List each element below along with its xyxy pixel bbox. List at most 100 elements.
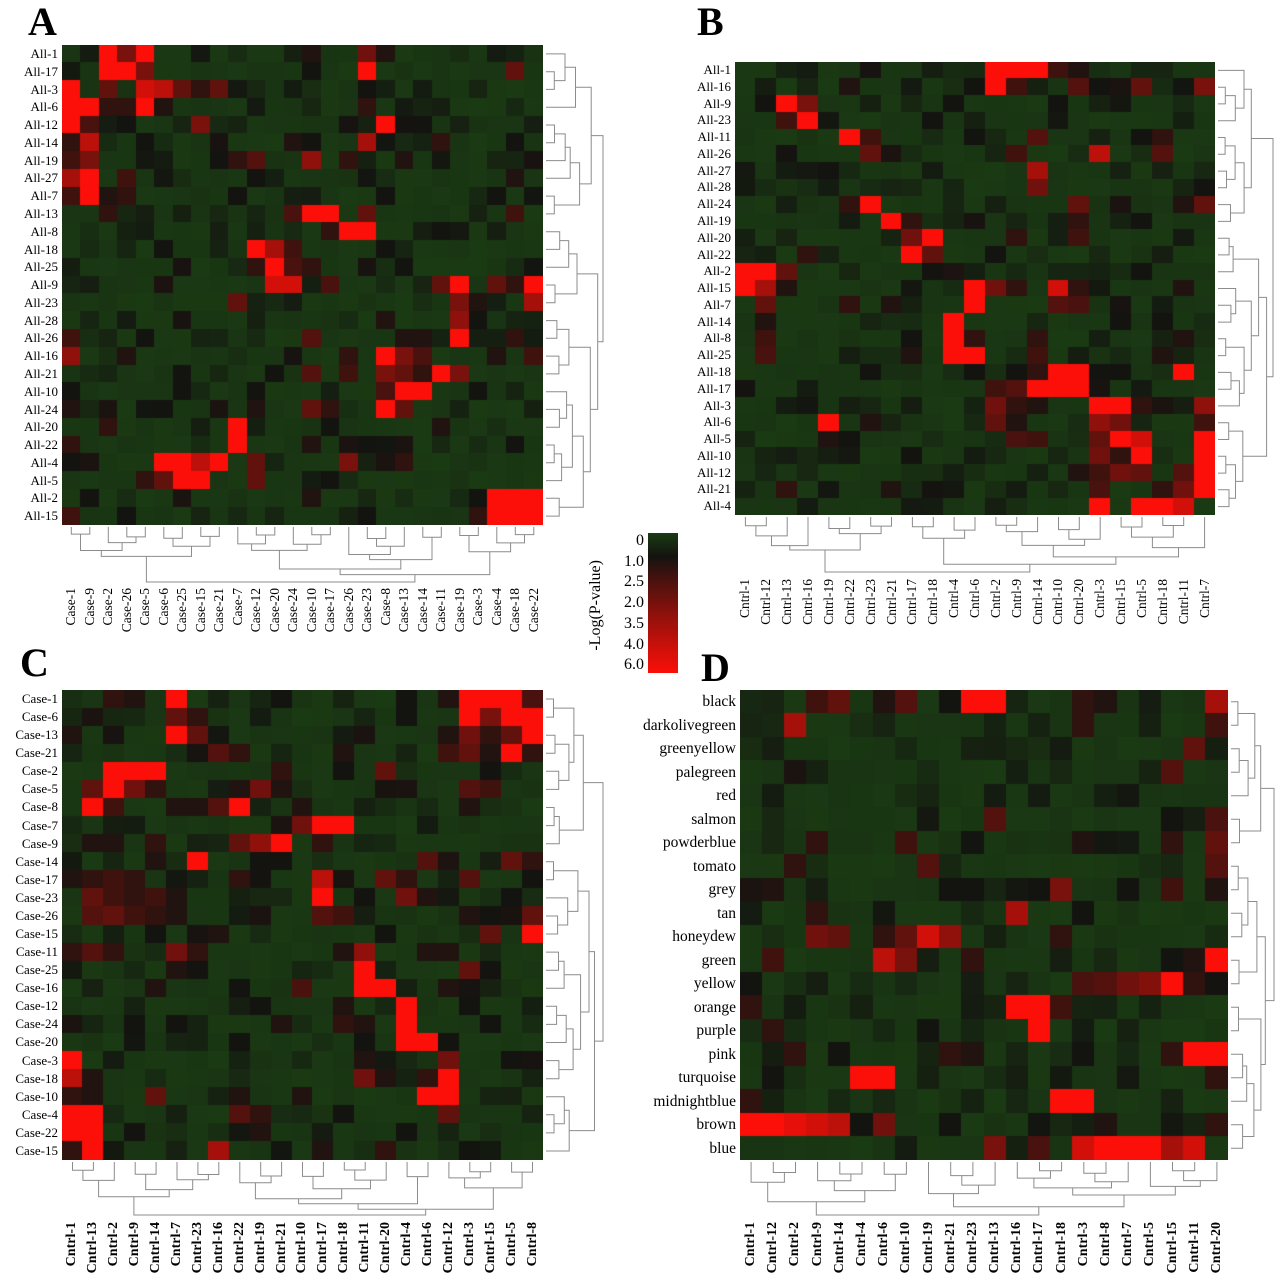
row-label: All-24 [24,401,58,417]
row-label: yellow [693,975,736,992]
col-label-text: Cntrl-10 [294,1222,310,1274]
row-label: All-10 [24,383,58,399]
col-label: Cntrl-18 [1051,1222,1073,1280]
col-label-text: Cntrl-4 [853,1222,869,1267]
row-label: All-10 [697,447,731,463]
row-label: All-26 [697,145,731,161]
row-label: All-22 [697,246,731,262]
row-label: Case-6 [21,709,58,725]
col-label: Cntrl-4 [851,1222,873,1280]
col-label-text: Cntrl-18 [1053,1222,1069,1274]
col-label: Cntrl-6 [965,579,986,663]
col-label-text: Cntrl-21 [273,1222,289,1274]
col-label: Cntrl-7 [167,1222,188,1280]
col-label: Cntrl-14 [146,1222,167,1280]
col-label-text: Cntrl-20 [378,1222,394,1274]
row-label: All-19 [24,152,58,168]
row-label: All-27 [24,170,58,186]
col-label-text: Cntrl-22 [231,1222,247,1274]
col-label-text: Cntrl-8 [1097,1222,1113,1267]
col-label: Cntrl-17 [313,1222,334,1280]
row-label: All-14 [697,313,731,329]
col-label: Case-23 [358,588,377,662]
col-label-text: Cntrl-10 [898,1222,914,1274]
col-label-text: Cntrl-19 [920,1222,936,1274]
row-dendrogram [546,53,604,517]
row-label: All-6 [703,414,731,430]
row-label: Case-22 [15,1124,58,1140]
col-label: Case-7 [229,588,248,662]
col-label: Case-1 [62,588,81,662]
col-label-text: Cntrl-13 [779,579,795,625]
col-label-text: Cntrl-13 [85,1222,101,1274]
row-label: Case-10 [15,1088,58,1104]
col-label: Cntrl-9 [807,1222,829,1280]
panel-c-heatmap [62,690,543,1160]
col-label: Cntrl-3 [1073,1222,1095,1280]
colorbar-title: -Log(P-value) [587,559,604,651]
col-label: Cntrl-6 [873,1222,895,1280]
row-label: Case-24 [15,1016,58,1032]
row-label: orange [693,998,736,1016]
col-label-text: Cntrl-11 [1186,1222,1202,1273]
col-label-text: Cntrl-4 [399,1222,415,1267]
col-label: Cntrl-18 [923,579,944,663]
col-label-text: Cntrl-19 [820,579,836,625]
col-label: Cntrl-12 [762,1222,784,1280]
col-label-text: Case-1 [63,588,79,626]
row-label: All-23 [24,294,58,310]
row-label: All-20 [24,419,58,435]
row-label: tan [717,904,736,922]
row-label: Case-9 [21,835,58,851]
col-label-text: Case-19 [451,588,467,633]
panel-c-letter: C [20,640,49,685]
row-label: All-2 [30,490,58,506]
col-label: Cntrl-20 [1206,1222,1228,1280]
col-label-text: Cntrl-9 [809,1222,825,1267]
col-label-text: Cntrl-17 [315,1222,331,1274]
colorbar-tick: 2.5 [624,573,644,591]
row-label: Case-15 [15,926,58,941]
col-label-text: Cntrl-2 [787,1222,803,1267]
col-label-text: Cntrl-16 [1009,1222,1025,1274]
col-label: Cntrl-12 [438,1222,459,1280]
col-label-text: Cntrl-1 [743,1222,759,1267]
row-label: All-8 [703,330,731,346]
colorbar-tick: 0 [636,532,644,549]
col-label-text: Cntrl-23 [862,579,878,625]
col-label: Cntrl-11 [1173,579,1194,663]
row-label: red [716,787,736,804]
row-label: All-7 [30,188,58,204]
row-label: Case-5 [21,781,58,797]
col-label-text: Cntrl-14 [148,1222,164,1274]
col-label: Case-26 [118,588,137,662]
row-label: All-11 [697,129,731,145]
col-label-text: Cntrl-17 [1031,1222,1047,1274]
panel-d-letter: D [701,645,730,690]
col-label-text: Cntrl-14 [1029,579,1045,625]
col-label-text: Cntrl-16 [210,1222,226,1274]
col-label: Cntrl-20 [376,1222,397,1280]
col-label: Cntrl-22 [839,579,860,663]
col-label-text: Case-14 [414,588,430,633]
row-dendrogram [1231,701,1275,1149]
col-label: Case-20 [266,588,285,662]
col-label-text: Cntrl-9 [127,1222,143,1267]
row-label: midnightblue [653,1092,736,1110]
col-label: Case-22 [525,588,544,662]
row-label: All-18 [697,364,731,379]
row-label: All-23 [697,112,731,128]
row-label: Case-16 [15,980,58,996]
col-label: Cntrl-15 [1111,579,1132,663]
row-label: pink [708,1045,736,1063]
col-label: Cntrl-1 [735,579,756,663]
row-label: All-2 [703,263,731,279]
row-dendrogram [1218,69,1274,508]
col-label-text: Case-12 [248,588,264,633]
col-label: Cntrl-21 [881,579,902,663]
row-label: Case-13 [15,727,58,743]
col-label: Cntrl-7 [1194,579,1215,663]
col-label-text: Cntrl-23 [964,1222,980,1274]
row-label: greenyellow [659,740,736,757]
row-label: Case-26 [15,907,58,923]
